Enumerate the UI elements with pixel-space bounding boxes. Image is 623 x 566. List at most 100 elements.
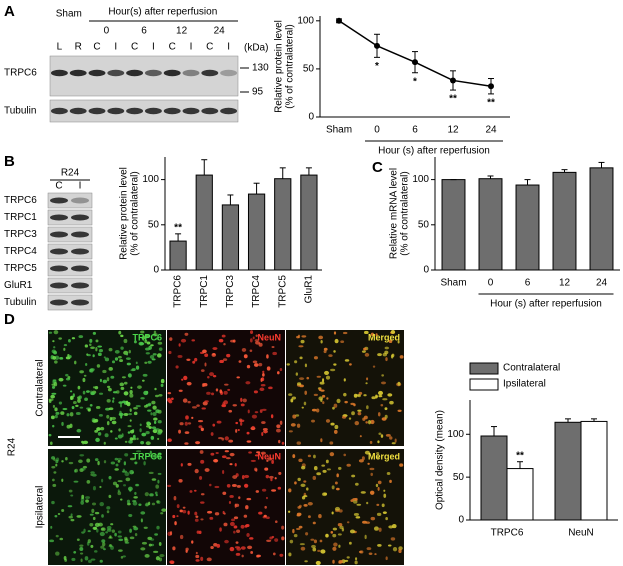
cell — [104, 357, 110, 362]
cell — [120, 386, 125, 390]
bar — [247, 193, 266, 271]
cell — [141, 541, 147, 545]
blot-band — [88, 69, 106, 77]
error-bar — [591, 418, 597, 422]
cell — [79, 547, 84, 552]
cell — [178, 343, 181, 347]
cell — [295, 372, 299, 376]
cell — [195, 554, 200, 559]
blot-band — [71, 265, 89, 272]
cell — [154, 394, 159, 398]
cell — [139, 342, 145, 346]
cell — [303, 495, 308, 498]
cell — [54, 414, 58, 419]
cell — [271, 489, 277, 492]
cell — [106, 398, 111, 403]
cell — [384, 350, 389, 355]
cell — [141, 336, 146, 340]
cell — [180, 338, 187, 343]
cell — [75, 412, 81, 415]
cell — [253, 363, 259, 367]
bar — [515, 184, 540, 271]
cell — [94, 385, 99, 390]
cell — [90, 391, 95, 396]
cell — [182, 506, 186, 509]
cell — [364, 352, 370, 357]
cell — [223, 390, 228, 395]
cell — [108, 366, 113, 371]
cell — [142, 379, 145, 382]
cell — [94, 458, 99, 462]
cell — [97, 345, 103, 348]
cell — [211, 392, 215, 396]
bar — [441, 179, 466, 271]
cell — [311, 419, 315, 423]
cell — [346, 521, 350, 524]
cell — [250, 459, 256, 462]
lane-label: R — [75, 42, 82, 53]
cell — [303, 504, 308, 507]
cell — [73, 480, 79, 483]
cell — [368, 552, 373, 555]
x-tick-label: 0 — [488, 278, 494, 289]
cell — [97, 352, 102, 357]
cell — [156, 500, 160, 504]
cell — [152, 333, 158, 337]
cell — [85, 499, 89, 503]
cell — [91, 502, 97, 506]
stain-label: Merged — [368, 332, 400, 342]
cell — [318, 396, 324, 401]
cell — [137, 385, 142, 389]
cell — [196, 530, 200, 534]
cell — [211, 353, 217, 357]
row-label: TRPC3 — [4, 229, 37, 240]
cell — [326, 397, 329, 400]
cell — [94, 429, 99, 433]
cell — [336, 398, 341, 404]
cell — [361, 350, 366, 353]
cell — [361, 456, 365, 461]
cell — [246, 497, 252, 501]
cell — [387, 544, 392, 547]
cell — [270, 414, 274, 419]
cell — [69, 423, 73, 429]
cell — [133, 340, 137, 344]
cell — [239, 419, 245, 423]
cell — [149, 450, 152, 455]
cell — [154, 387, 157, 391]
cell — [99, 531, 105, 537]
cell — [149, 454, 154, 458]
cell — [66, 413, 70, 417]
cell — [387, 393, 393, 397]
cell — [279, 553, 284, 557]
cell — [357, 394, 361, 398]
y-tick-label: 100 — [412, 174, 429, 185]
cell — [224, 383, 229, 386]
cell — [160, 512, 164, 515]
significance: * — [413, 76, 417, 87]
blot-band — [50, 69, 68, 77]
x-tick-label: TRPC1 — [199, 275, 210, 308]
data-point — [412, 59, 418, 66]
cell — [224, 450, 229, 453]
cell — [85, 390, 90, 393]
cell — [69, 355, 72, 358]
cell — [145, 441, 151, 446]
cell — [249, 349, 253, 352]
cell — [377, 456, 380, 459]
x-tick-label: 12 — [559, 278, 571, 289]
cell — [377, 440, 380, 444]
y-tick-label: 0 — [423, 265, 429, 276]
cell — [236, 484, 241, 488]
cell — [306, 487, 309, 491]
cell — [52, 379, 57, 382]
cell — [300, 546, 306, 551]
cell — [199, 475, 203, 480]
blot-band — [50, 248, 68, 255]
cell — [62, 384, 67, 387]
cell — [81, 494, 85, 499]
cell — [110, 545, 114, 550]
cell — [117, 459, 121, 463]
cell — [300, 339, 305, 344]
cell — [214, 485, 220, 489]
